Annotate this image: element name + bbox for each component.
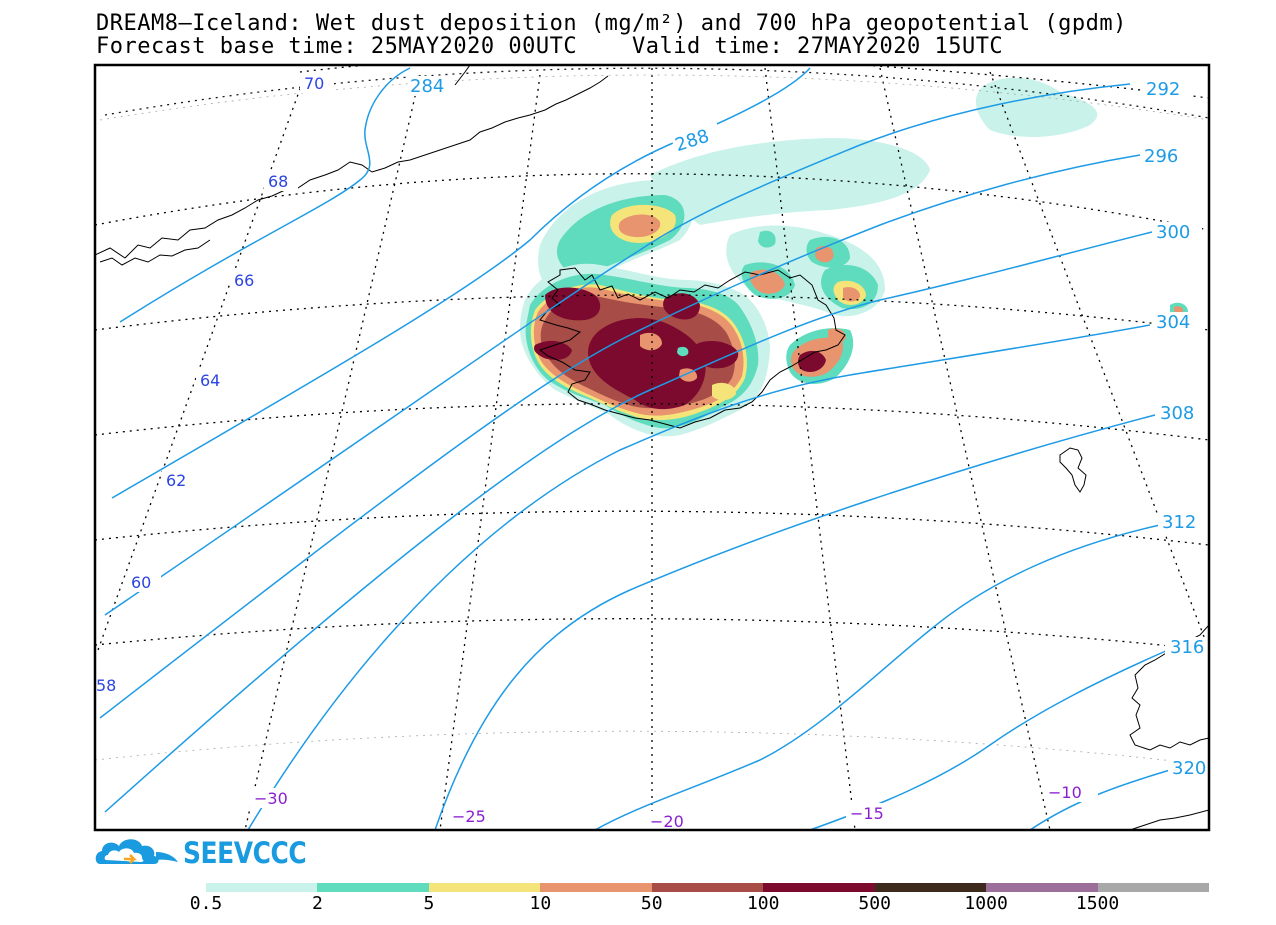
dust-patch-iceland-10-inner [640, 332, 662, 351]
colorbar-swatch-2 [428, 883, 541, 892]
lat-label-66: 66 [234, 271, 254, 290]
lat-label-58: 58 [96, 676, 116, 695]
contour-288 [111, 67, 811, 499]
colorbar-label-1: 2 [312, 893, 323, 914]
colorbar-swatch-3 [540, 883, 652, 892]
colorbar-swatch-8 [1097, 883, 1209, 892]
dust-patch-west-10 [618, 214, 661, 238]
contour-label-284: 284 [410, 76, 444, 97]
lon-label-25w: −25 [452, 807, 486, 826]
dust-patch-southeast-100 [797, 350, 826, 372]
dust-patch-east-5 [815, 246, 834, 263]
map-subtitle-times: Forecast base time: 25MAY2020 00UTC Vali… [96, 34, 1004, 59]
contour-label-296: 296 [1144, 146, 1178, 167]
coastline-faroe [1059, 447, 1087, 493]
dust-patch-northeast [975, 77, 1098, 137]
longitude-line-25 [439, 74, 541, 830]
lat-label-60: 60 [131, 573, 151, 592]
seevccc-cloud-logo-icon [95, 839, 178, 864]
contour-label-304: 304 [1156, 312, 1190, 333]
latitude-line-68 [104, 67, 1209, 119]
coastline-iceland [538, 267, 846, 429]
dust-patch-iceland-100-east [693, 340, 739, 369]
seevccc-logo-text: SEEVCCC [183, 836, 307, 870]
graticule [95, 65, 1209, 830]
coastline-norway-2 [1129, 809, 1209, 830]
contour-320 [1029, 769, 1171, 830]
contour-label-308: 308 [1160, 403, 1194, 424]
coastline-greenland [95, 75, 609, 259]
contour-312 [594, 524, 1161, 830]
lon-label-15w: −15 [850, 804, 884, 823]
geopotential-contours [99, 67, 1171, 830]
contour-label-320: 320 [1172, 758, 1206, 779]
dust-patch-north-band [650, 138, 930, 225]
lon-label-30w: −30 [254, 789, 288, 808]
colorbar-label-2: 5 [423, 893, 435, 914]
colorbar-swatch-7 [986, 883, 1098, 892]
colorbar-swatch-6 [874, 883, 987, 892]
colorbar-swatch-0 [206, 883, 318, 892]
arc-outer [99, 74, 1209, 121]
longitude-line-30 [244, 74, 421, 830]
lat-label-64: 64 [200, 371, 220, 390]
graticule-labels: 70 68 66 64 62 60 58 −30 −25 −20 −15 −10 [95, 73, 1098, 831]
longitude-line-15 [764, 67, 856, 830]
contour-308 [434, 414, 1156, 830]
dust-patch-iceland-100-north [663, 293, 700, 320]
colorbar-label-7: 1000 [964, 893, 1008, 914]
dust-patch-iceland-5-pocket [712, 382, 736, 401]
colorbar-label-6: 500 [858, 893, 891, 914]
lon-label-20w: −20 [650, 812, 684, 831]
dust-patch-small-3 [758, 230, 776, 248]
contour-296 [99, 154, 1141, 719]
lat-label-70: 70 [304, 74, 324, 93]
contour-300 [104, 231, 1153, 813]
colorbar-legend [206, 883, 1209, 892]
colorbar-label-5: 100 [746, 893, 780, 914]
dust-deposition-field [520, 77, 1188, 437]
contour-284 [119, 67, 411, 323]
coastline-greenland-2 [99, 239, 211, 266]
contour-label-316: 316 [1170, 637, 1204, 658]
dust-patch-far-east-core [1174, 306, 1184, 314]
lat-label-68: 68 [268, 172, 288, 191]
lon-label-10w: −10 [1048, 783, 1082, 802]
colorbar-label-3: 10 [529, 893, 552, 914]
colorbar-swatch-4 [651, 883, 764, 892]
dust-patch-iceland-100-west [545, 287, 601, 321]
longitude-line-5 [989, 71, 1209, 651]
dust-patch-iceland-2-pocket [677, 346, 689, 357]
colorbar-swatch-5 [763, 883, 875, 892]
contour-label-312: 312 [1162, 512, 1196, 533]
coastline-greenland-3 [454, 65, 471, 86]
colorbar-label-0: 0.5 [189, 893, 223, 914]
colorbar-swatch-1 [317, 883, 429, 892]
contour-label-292: 292 [1146, 79, 1180, 100]
contour-304 [247, 324, 1151, 830]
map-title: DREAM8—Iceland: Wet dust deposition (mg/… [96, 11, 1127, 36]
dust-patch-iceland-100-sw [534, 340, 572, 360]
lat-label-62: 62 [166, 471, 186, 490]
colorbar-label-4: 50 [640, 893, 663, 914]
dust-patch-ne-10 [843, 287, 861, 302]
colorbar-label-8: 1500 [1075, 893, 1120, 914]
contour-292 [104, 83, 1131, 616]
contour-label-300: 300 [1156, 222, 1190, 243]
map-frame-border [93, 63, 1211, 832]
